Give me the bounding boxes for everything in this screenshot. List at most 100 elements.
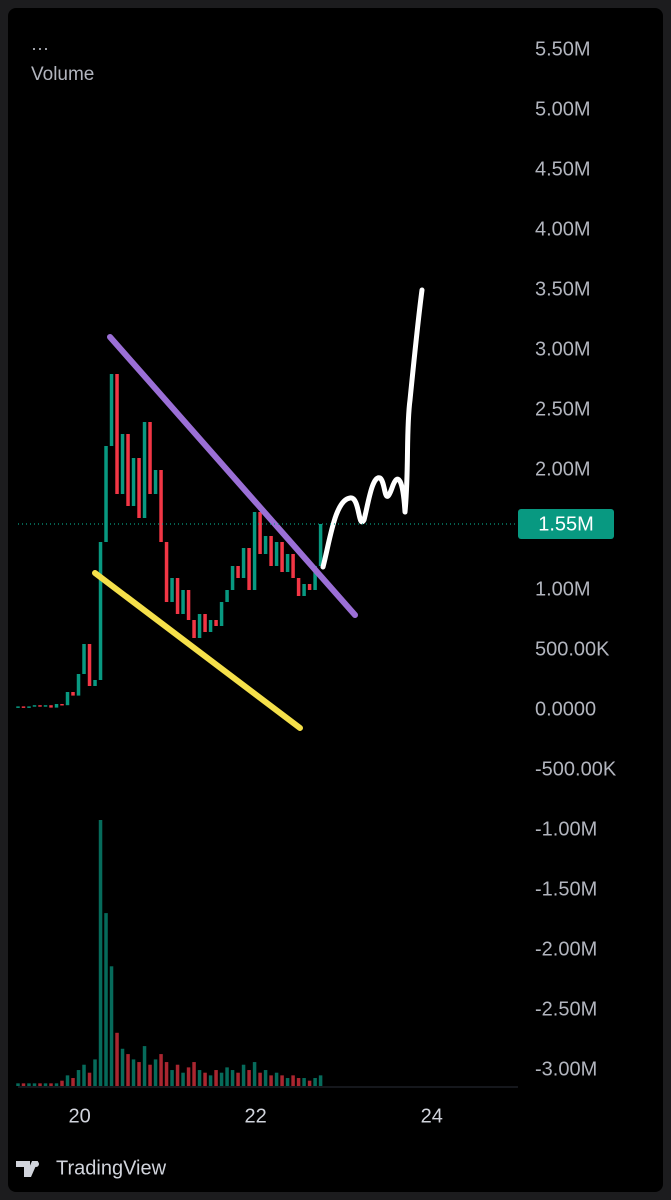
candle [219, 602, 224, 626]
volume-bar [76, 1070, 81, 1086]
candle [280, 542, 284, 572]
volume-bar [186, 1067, 191, 1086]
volume-bar [71, 1078, 75, 1086]
y-tick-label: 0.0000 [535, 698, 596, 720]
volume-bar [313, 1078, 317, 1086]
volume-bar [219, 1072, 224, 1086]
candle [296, 578, 301, 596]
brand: TradingView [56, 1157, 167, 1179]
candle [153, 470, 158, 494]
volume-bar [148, 1064, 152, 1086]
y-tick-label: 3.00M [535, 338, 591, 360]
y-tick-label: 5.00M [535, 98, 591, 120]
y-tick-label: 5.50M [535, 38, 591, 60]
candle [49, 705, 53, 708]
volume-bar [82, 1064, 86, 1086]
volume-bar [126, 1054, 130, 1086]
volume-bar [181, 1072, 185, 1086]
volume-bar [109, 966, 114, 1086]
candle [175, 578, 180, 614]
volume-bar [203, 1072, 207, 1086]
y-tick-label: 1.00M [535, 578, 591, 600]
candle [291, 554, 295, 578]
panel [8, 8, 663, 1192]
candle [241, 548, 246, 578]
trendline [107, 334, 358, 618]
volume-bar [93, 1059, 97, 1086]
volume-bar [269, 1075, 273, 1086]
y-tick-label: -2.00M [535, 938, 597, 960]
candle [126, 434, 130, 506]
y-tick-label: 3.50M [535, 278, 591, 300]
volume-bar [214, 1070, 218, 1086]
candle [247, 548, 251, 590]
candle [214, 620, 218, 626]
drawing [320, 287, 425, 570]
candle [27, 706, 31, 708]
x-tick-label: 24 [421, 1105, 443, 1127]
volume-bar [175, 1064, 180, 1086]
volume-bar [252, 1062, 257, 1086]
volume-bar [27, 1083, 31, 1086]
candle [181, 590, 185, 614]
volume-bar [137, 1062, 141, 1086]
volume-bar [192, 1062, 196, 1086]
volume-bar [302, 1078, 306, 1086]
candle [258, 512, 262, 554]
y-tick-label: 500.00K [535, 638, 610, 660]
volume-bar [280, 1075, 284, 1086]
candle [60, 704, 64, 706]
candle [65, 692, 70, 706]
volume-bar [131, 1059, 136, 1086]
y-tick-label: -3.00M [535, 1058, 597, 1080]
candle [43, 705, 48, 707]
volume-bar [49, 1083, 53, 1086]
candle [32, 705, 37, 707]
candle [87, 644, 92, 686]
volume-bar [87, 1072, 92, 1086]
candle [307, 584, 312, 590]
volume-bar [263, 1070, 268, 1086]
candle [285, 554, 290, 572]
volume-bar [16, 1083, 20, 1086]
volume-bar [197, 1070, 202, 1086]
plot [16, 374, 323, 1086]
volume-bar [225, 1067, 229, 1086]
y-tick-label: 2.00M [535, 458, 591, 480]
candle [230, 566, 235, 590]
candle [269, 536, 273, 566]
menu[interactable]: ··· [31, 38, 49, 58]
candle [98, 542, 103, 680]
y-tick-label: -1.00M [535, 818, 597, 840]
volume-bar [54, 1083, 59, 1086]
candle [203, 614, 207, 632]
trendline [92, 570, 303, 731]
candle [170, 578, 174, 602]
volume-bar [21, 1083, 26, 1086]
volume-bar [142, 1046, 147, 1086]
volume-bar [38, 1083, 42, 1086]
price-label-box [518, 509, 614, 539]
volume-bar [159, 1054, 163, 1086]
volume-bar [32, 1083, 37, 1086]
volume-bar [285, 1078, 290, 1086]
volume-bar [104, 913, 108, 1086]
candle [131, 458, 136, 506]
candle [21, 706, 26, 708]
candle [142, 422, 147, 518]
y-tick-label: -500.00K [535, 758, 617, 780]
volume-bar [43, 1083, 48, 1086]
volume-bar [274, 1072, 279, 1086]
candle [252, 512, 257, 590]
volume-bar [60, 1080, 64, 1086]
volume-bar [208, 1075, 213, 1086]
volume-bar [170, 1070, 174, 1086]
candle [318, 524, 323, 566]
y-tick-label: 2.50M [535, 398, 591, 420]
price-label: 1.55M [538, 513, 594, 535]
volume-bar [236, 1072, 240, 1086]
volume-bar [65, 1075, 70, 1086]
y-tick-label: -1.50M [535, 878, 597, 900]
candle [82, 644, 86, 674]
volume-bar [291, 1075, 295, 1086]
